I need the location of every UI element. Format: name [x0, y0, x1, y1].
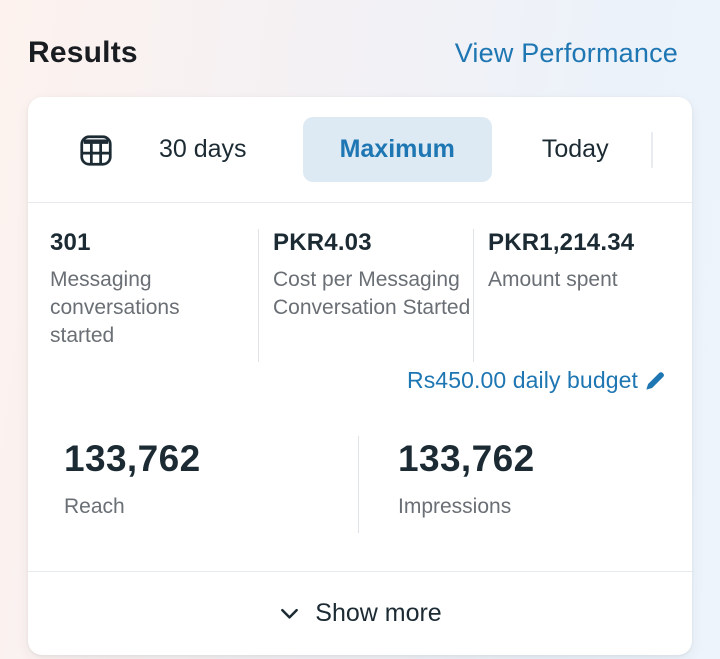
- metric-value: 133,762: [64, 438, 201, 479]
- stat-label: Cost per Messaging Conversation Started: [273, 268, 471, 319]
- budget-row: Rs450.00 daily budget: [28, 362, 692, 394]
- stat-value: PKR4.03: [273, 229, 372, 256]
- stat-label: Amount spent: [488, 268, 618, 291]
- stat-value: 301: [50, 229, 91, 256]
- metric-label: Impressions: [398, 495, 512, 518]
- metrics-row: 133,762 Reach 133,762 Impressions: [28, 436, 692, 533]
- pencil-icon[interactable]: [643, 368, 668, 393]
- daily-budget-text: Rs450.00 daily budget: [407, 367, 638, 393]
- tab-maximum[interactable]: Maximum: [302, 117, 492, 182]
- tab-today[interactable]: Today: [542, 129, 609, 170]
- stat-messaging-conversations: 301 Messaging conversations started: [50, 229, 258, 362]
- edit-daily-budget-button[interactable]: Rs450.00 daily budget: [407, 367, 668, 394]
- show-more-button[interactable]: Show more: [28, 571, 692, 655]
- stats-row: 301 Messaging conversations started PKR4…: [28, 203, 692, 362]
- stat-value: PKR1,214.34: [488, 229, 635, 256]
- stat-cost-per-conversation: PKR4.03 Cost per Messaging Conversation …: [258, 229, 473, 362]
- metric-value: 133,762: [398, 438, 535, 479]
- results-header: Results View Performance: [28, 36, 678, 70]
- results-card: 30 days Maximum Today 301 Messaging conv…: [28, 97, 692, 655]
- metric-reach: 133,762 Reach: [28, 436, 358, 533]
- view-performance-link[interactable]: View Performance: [454, 38, 678, 68]
- metric-label: Reach: [64, 495, 125, 518]
- chevron-down-icon: [278, 602, 301, 625]
- calendar-icon[interactable]: [77, 131, 115, 169]
- metric-impressions: 133,762 Impressions: [358, 436, 692, 533]
- page-title: Results: [28, 36, 138, 69]
- stat-label: Messaging conversations started: [50, 268, 180, 347]
- show-more-label: Show more: [315, 599, 442, 627]
- date-range-tabs: 30 days Maximum Today: [28, 97, 692, 203]
- card-spacer: [28, 533, 692, 571]
- stat-amount-spent: PKR1,214.34 Amount spent: [473, 229, 674, 362]
- tab-30-days[interactable]: 30 days: [159, 129, 247, 170]
- tab-list-divider: [650, 131, 653, 168]
